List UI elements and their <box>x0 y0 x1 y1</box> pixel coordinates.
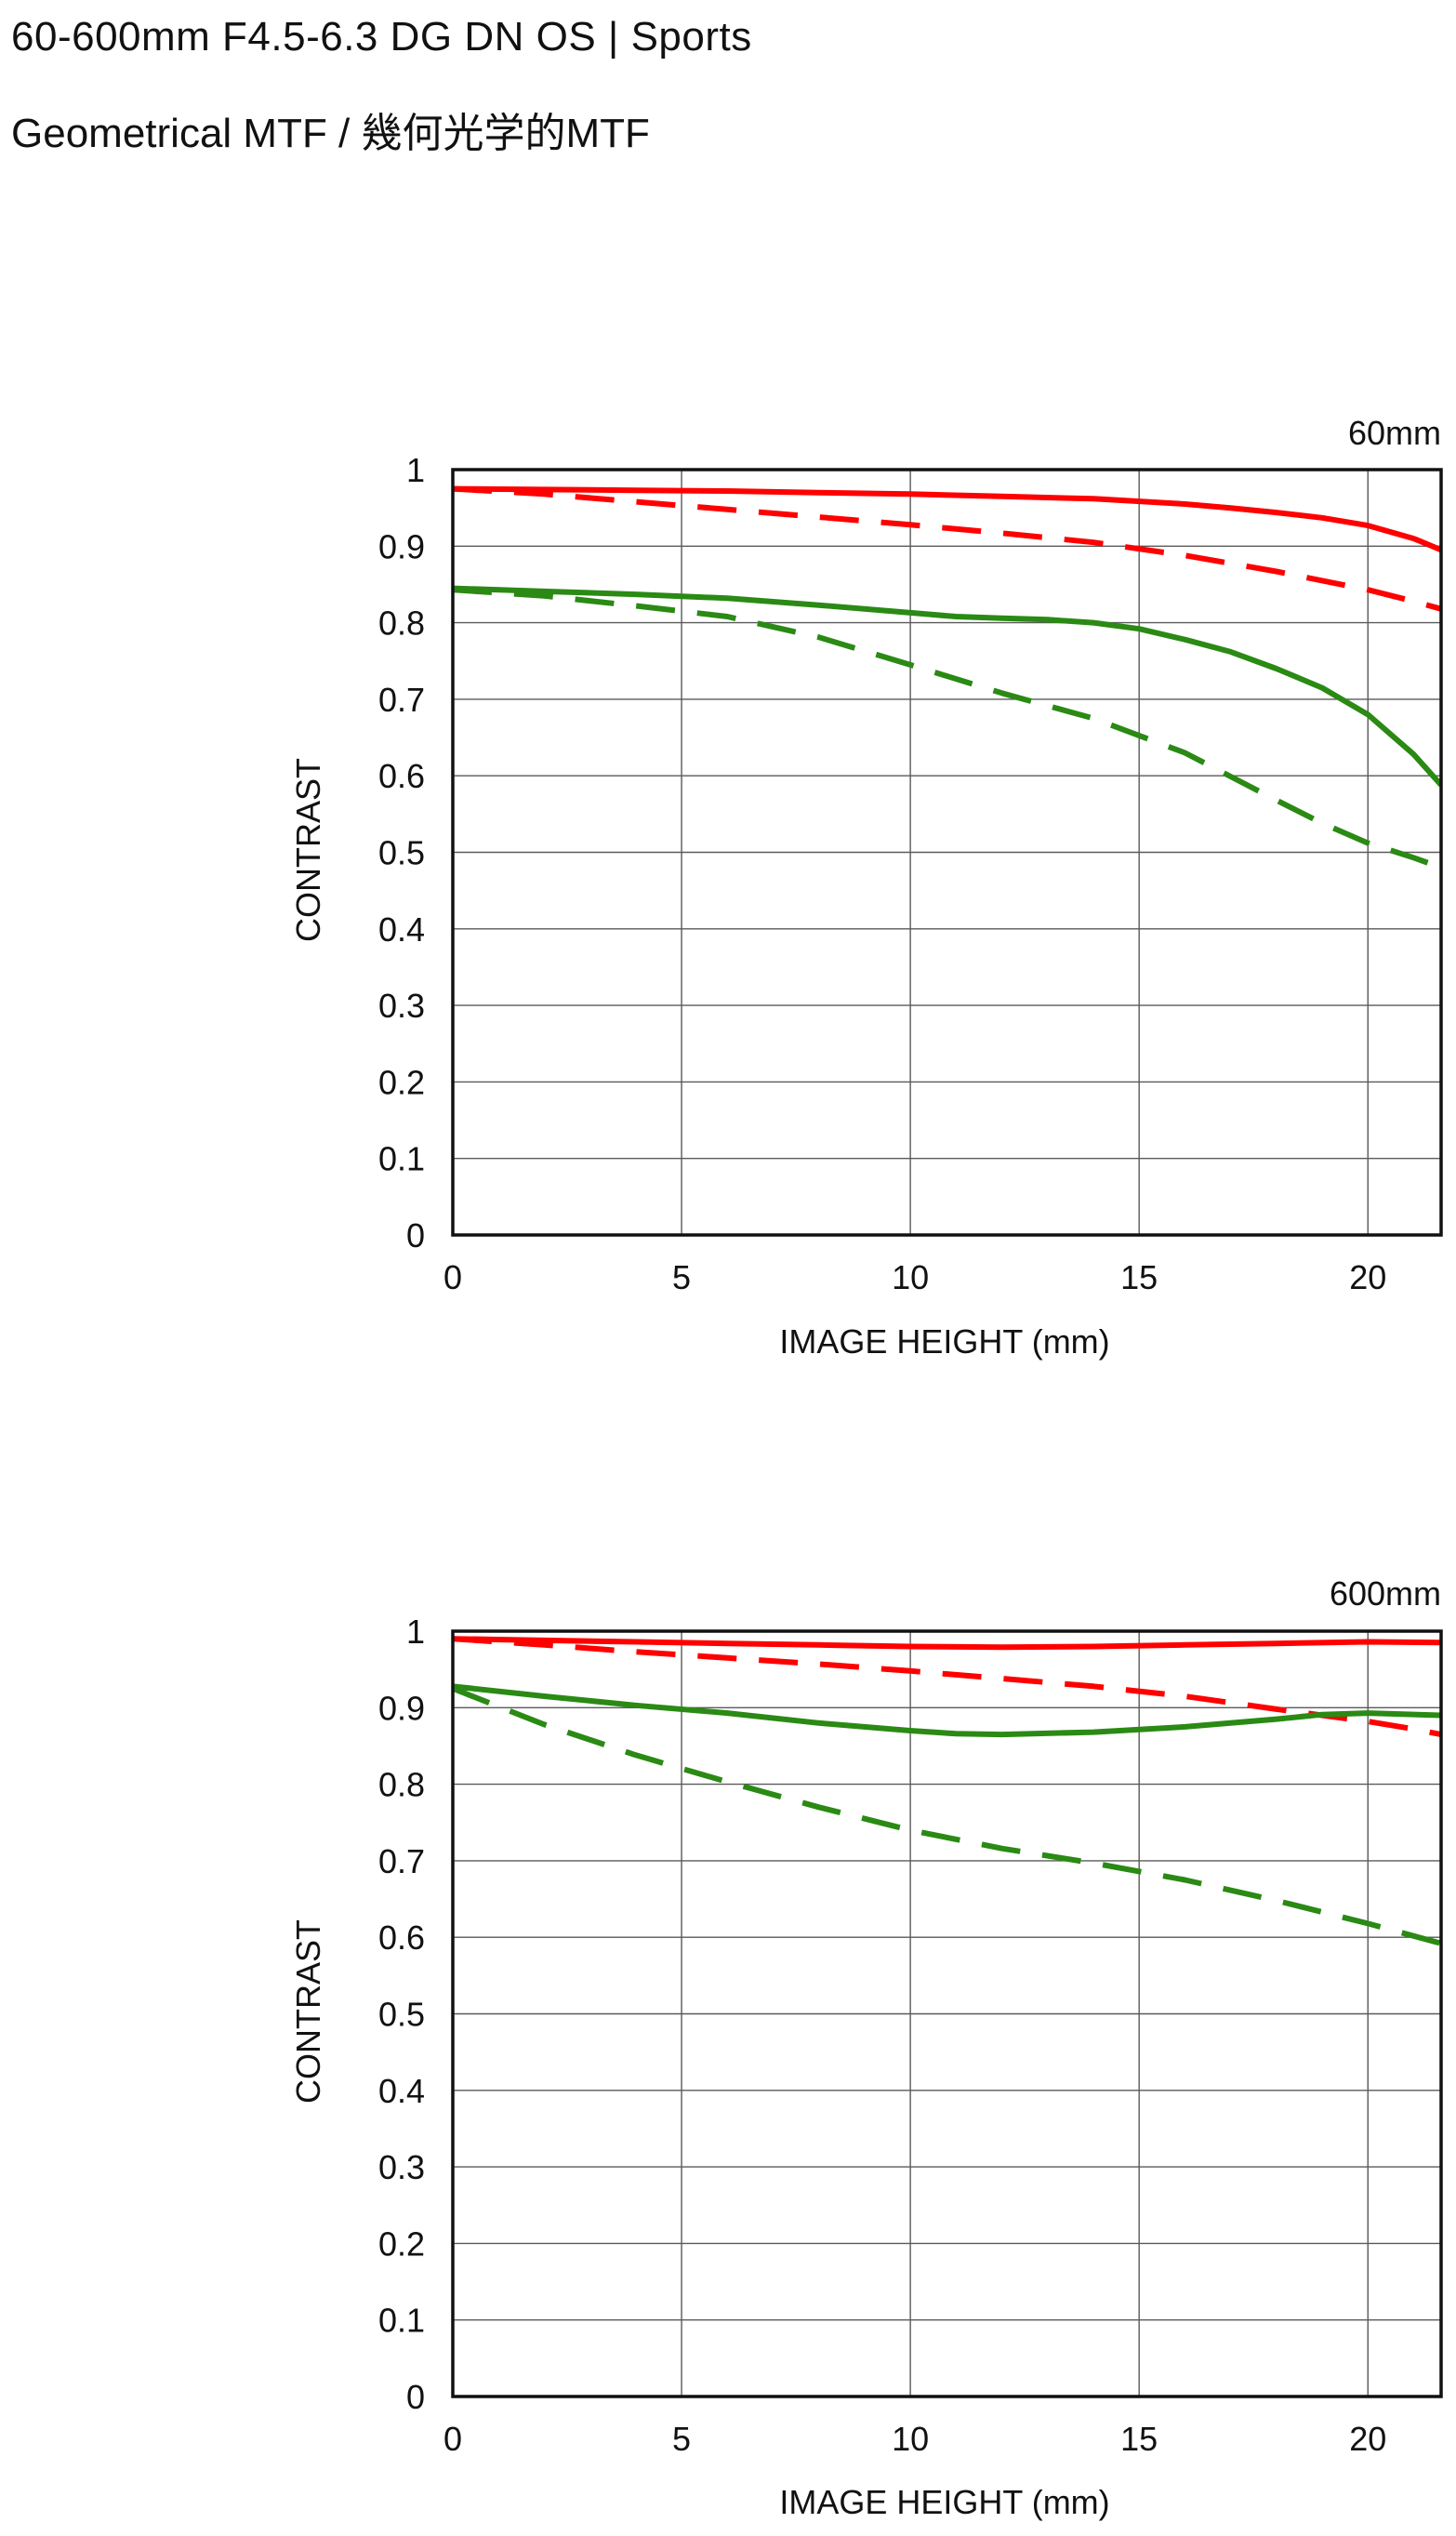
x-tick-label: 5 <box>672 1258 691 1296</box>
y-tick-label: 0.9 <box>378 527 425 565</box>
page-subtitle: Geometrical MTF / 幾何光学的MTF <box>11 111 650 156</box>
y-tick-label: 0 <box>406 1216 425 1255</box>
y-tick-label: 0.1 <box>378 2302 425 2340</box>
x-axis-label: IMAGE HEIGHT (mm) <box>779 2483 1109 2521</box>
x-tick-label: 0 <box>443 2420 462 2458</box>
x-tick-label: 15 <box>1120 2420 1158 2458</box>
green-dashed-curve <box>453 587 1441 870</box>
red-dashed-curve <box>453 485 1441 612</box>
chart-title: 600mm <box>1330 1574 1441 1613</box>
y-tick-label: 0.5 <box>378 834 425 872</box>
plot-frame <box>451 1629 1443 2398</box>
red-solid-curve <box>453 1636 1441 1651</box>
y-tick-label: 0.8 <box>378 604 425 643</box>
y-tick-label: 0.4 <box>378 910 425 949</box>
y-tick-label: 1 <box>406 451 425 489</box>
y-tick-label: 0 <box>406 2378 425 2416</box>
y-axis-label: CONTRAST <box>289 758 327 942</box>
y-tick-label: 0.7 <box>378 681 425 719</box>
y-tick-label: 0.5 <box>378 1996 425 2034</box>
y-tick-label: 1 <box>406 1613 425 1651</box>
y-tick-label: 0.4 <box>378 2072 425 2110</box>
plot-frame <box>451 468 1443 1237</box>
x-tick-label: 10 <box>892 1258 929 1296</box>
x-tick-label: 20 <box>1349 2420 1386 2458</box>
y-tick-label: 0.6 <box>378 757 425 795</box>
y-tick-label: 0.9 <box>378 1689 425 1727</box>
y-tick-label: 0.2 <box>378 2224 425 2263</box>
x-tick-label: 5 <box>672 2420 691 2458</box>
page-title: 60-600mm F4.5-6.3 DG DN OS | Sports <box>11 14 752 60</box>
x-tick-label: 20 <box>1349 1258 1386 1296</box>
green-solid-curve <box>453 1683 1441 1738</box>
x-axis-label: IMAGE HEIGHT (mm) <box>779 1322 1109 1361</box>
x-tick-label: 15 <box>1120 1258 1158 1296</box>
green-dashed-curve <box>453 1685 1441 1946</box>
mtf-chart-top: 60mm CONTRAST IMAGE HEIGHT (mm) 0 0.1 0.2 0… <box>289 414 1443 1361</box>
y-tick-label: 0.7 <box>378 1842 425 1880</box>
y-tick-label: 0.3 <box>378 2148 425 2186</box>
red-dashed-curve <box>453 1636 1441 1738</box>
chart-title: 60mm <box>1348 414 1441 452</box>
y-tick-label: 0.1 <box>378 1140 425 1178</box>
green-solid-curve <box>453 585 1441 788</box>
y-axis-label: CONTRAST <box>289 1919 327 2104</box>
y-tick-label: 0.3 <box>378 987 425 1025</box>
x-tick-label: 10 <box>892 2420 929 2458</box>
red-solid-curve <box>453 485 1441 553</box>
y-tick-label: 0.2 <box>378 1063 425 1101</box>
y-tick-label: 0.6 <box>378 1919 425 1957</box>
y-tick-label: 0.8 <box>378 1766 425 1804</box>
x-tick-label: 0 <box>443 1258 462 1296</box>
mtf-chart-bottom: 600mm CONTRAST IMAGE HEIGHT (mm) 0 0.1 0.2… <box>289 1574 1443 2521</box>
